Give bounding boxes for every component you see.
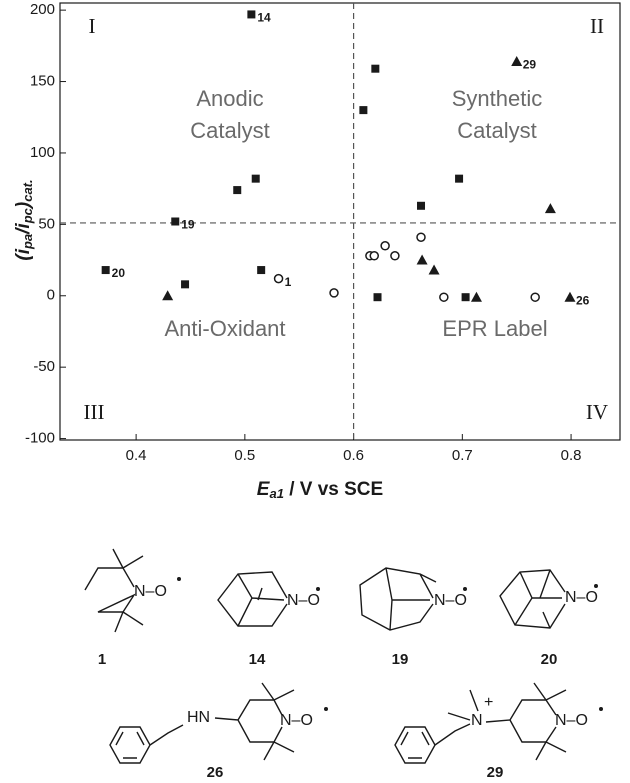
atom-label: N–O [134, 583, 167, 600]
point [416, 254, 428, 265]
point [544, 203, 556, 214]
y-tick-label: 100 [30, 144, 55, 161]
y-tick-label: 150 [30, 73, 55, 90]
region-label: Catalyst [190, 118, 269, 143]
point [455, 174, 464, 183]
y-tick-label: 200 [30, 1, 55, 18]
x-tick-label: 0.8 [561, 447, 582, 464]
point [416, 232, 426, 242]
region-label: EPR Label [442, 316, 547, 341]
point [439, 292, 449, 302]
structure-1: N–O 1 [84, 548, 181, 668]
point [171, 217, 180, 226]
x-axis-label: Ea1 / V vs SCE [257, 479, 383, 501]
point [369, 251, 380, 261]
atom-label: + [484, 694, 493, 711]
point [380, 241, 390, 251]
y-label-part: pc [20, 207, 35, 224]
point [257, 266, 266, 275]
region-label: Anti-Oxidant [164, 316, 285, 341]
point [373, 293, 382, 302]
y-tick-label: -100 [25, 430, 55, 447]
structure-14: N–O 14 [217, 571, 320, 668]
y-label-part: pa [20, 234, 35, 250]
point-label: 1 [285, 275, 292, 289]
point-label: 26 [576, 293, 590, 307]
y-label-part: /i [13, 223, 34, 235]
region-label: Anodic [196, 86, 263, 111]
x-tick-label: 0.7 [452, 447, 473, 464]
y-tick-label: 50 [38, 215, 55, 232]
point-label: 20 [112, 266, 126, 280]
point [247, 10, 256, 19]
point-label: 29 [523, 58, 537, 72]
point [417, 201, 426, 210]
point [470, 291, 482, 302]
y-tick-label: 0 [47, 287, 55, 304]
structure-19: N–O 19 [359, 567, 467, 668]
point [162, 290, 174, 301]
point [428, 264, 440, 275]
point [390, 251, 400, 261]
x-tick-label: 0.6 [343, 447, 364, 464]
point [181, 280, 190, 289]
x-tick-label: 0.5 [234, 447, 255, 464]
point [564, 291, 576, 302]
compound-number: 29 [487, 764, 504, 781]
plot: 200 150 100 50 0 -50 -100 0.4 0.5 0.6 0.7 0.8 14 19 20… [25, 1, 620, 464]
region-label: Catalyst [457, 118, 536, 143]
x-label-part: a1 [269, 486, 283, 501]
region-label: Synthetic [452, 86, 543, 111]
structure-29: N + N–O 29 [394, 682, 603, 781]
point-label: 14 [257, 11, 271, 25]
y-label-part: ) [13, 202, 34, 210]
atom-label: N–O [565, 589, 598, 606]
x-label-part: E [257, 479, 271, 500]
atom-label: N–O [434, 592, 467, 609]
quadrant-label: IV [586, 400, 608, 424]
atom-label: N–O [555, 712, 588, 729]
atom-label: N [471, 712, 483, 729]
point [530, 292, 540, 302]
y-tick-label: -50 [33, 358, 55, 375]
point [273, 273, 284, 284]
point [511, 56, 523, 67]
point [329, 288, 339, 298]
atom-label: N–O [280, 712, 313, 729]
quadrant-label: III [84, 400, 105, 424]
x-tick-label: 0.4 [126, 447, 147, 464]
compound-number: 19 [392, 651, 409, 668]
y-axis-label: (ipa/ipc)cat. [13, 179, 35, 260]
point [251, 174, 260, 183]
x-label-part: / V vs SCE [284, 479, 383, 500]
plot-frame [59, 2, 621, 441]
quadrant-label: II [590, 14, 604, 38]
atom-label: N–O [287, 592, 320, 609]
y-label-part: cat. [20, 179, 35, 201]
point-label: 19 [181, 218, 195, 232]
point [359, 106, 368, 115]
compound-number: 1 [98, 651, 106, 668]
point [461, 293, 470, 302]
compound-number: 26 [207, 764, 224, 781]
point [101, 266, 110, 275]
structure-26: HN N–O 26 [109, 682, 328, 781]
quadrant-label: I [89, 14, 96, 38]
point [233, 186, 242, 195]
point [371, 64, 380, 73]
y-label-part: (i [13, 248, 34, 260]
compound-number: 14 [249, 651, 266, 668]
structure-20: N–O 20 [499, 569, 598, 668]
atom-label: HN [187, 709, 210, 726]
compound-number: 20 [541, 651, 558, 668]
